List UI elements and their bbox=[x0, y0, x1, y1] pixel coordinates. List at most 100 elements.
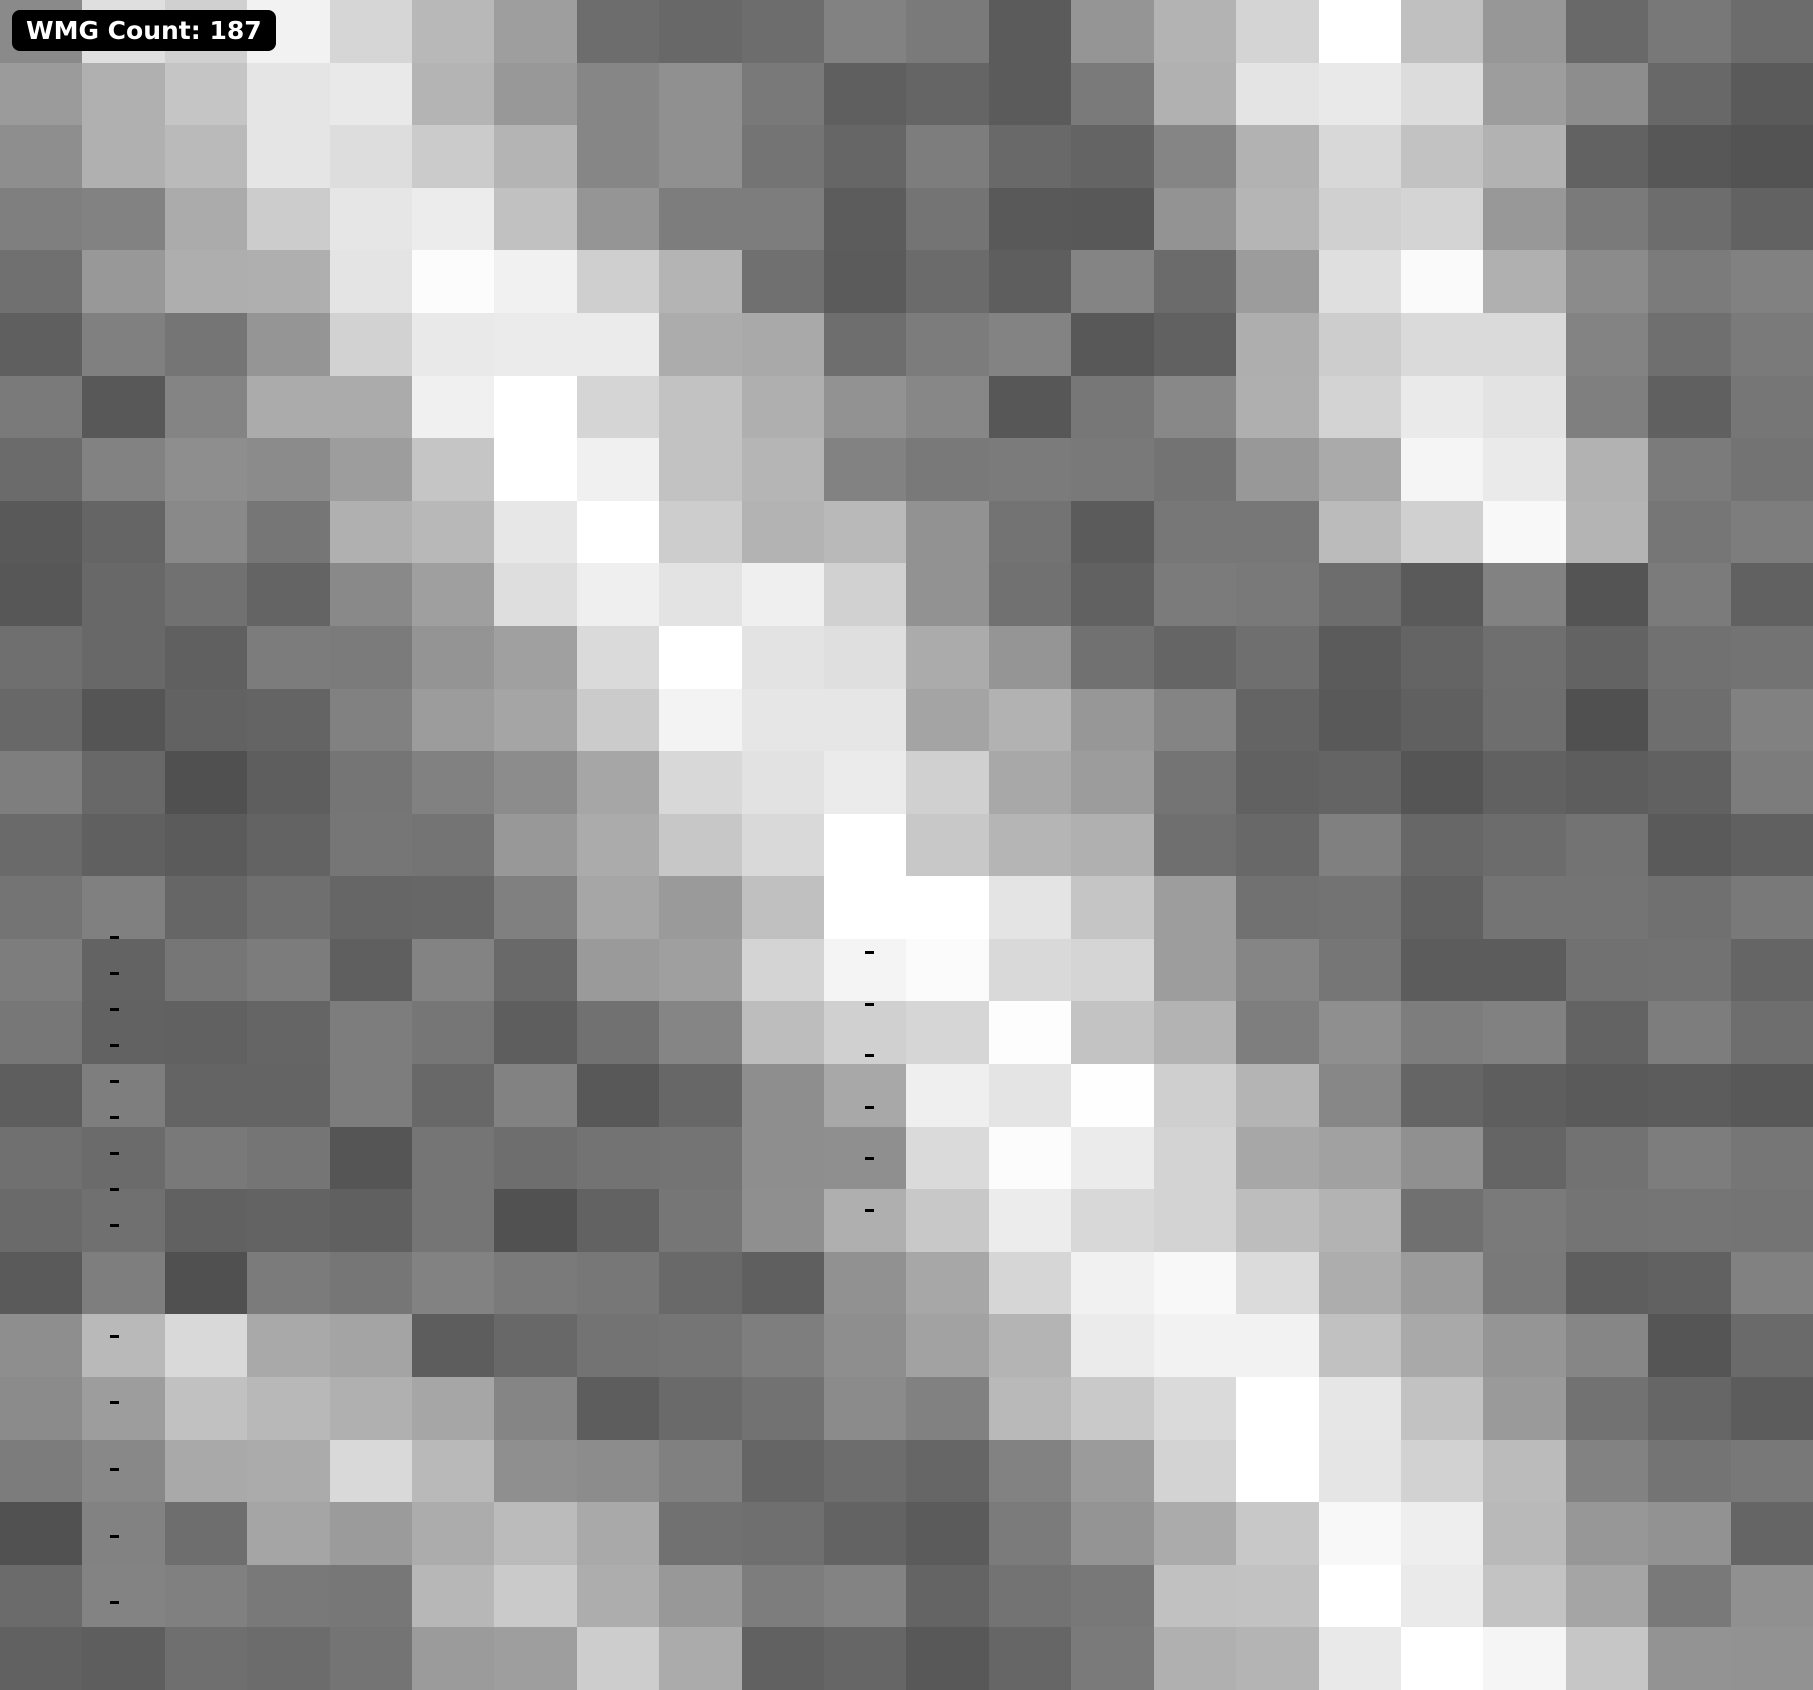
wmg-pixel bbox=[576, 187, 660, 251]
wmg-pixel bbox=[329, 62, 413, 126]
axis-tick bbox=[110, 1152, 119, 1155]
wmg-pixel bbox=[82, 187, 165, 251]
wmg-pixel bbox=[576, 751, 660, 814]
axis-tick bbox=[110, 1080, 119, 1083]
axis-tick bbox=[865, 1105, 874, 1109]
wmg-pixel bbox=[0, 62, 83, 126]
wmg-pixel bbox=[329, 375, 413, 439]
wmg-pixel bbox=[576, 62, 660, 126]
wmg-count-badge: WMG Count: 187 bbox=[12, 10, 276, 51]
wmg-pixel bbox=[82, 625, 165, 689]
wmg-pixel bbox=[412, 125, 495, 188]
wmg-pixel bbox=[164, 438, 248, 501]
wmg-pixel bbox=[164, 250, 248, 313]
wmg-pixel bbox=[329, 625, 413, 689]
wmg-pixel bbox=[0, 375, 83, 439]
wmg-pixel bbox=[494, 187, 577, 251]
wmg-pixel bbox=[82, 438, 165, 501]
wmg-pixel bbox=[0, 125, 83, 188]
wmg-pixel bbox=[494, 62, 577, 126]
wmg-pixel bbox=[164, 312, 248, 376]
wmg-pixel bbox=[576, 500, 660, 564]
wmg-pixel bbox=[494, 625, 577, 689]
axis-tick bbox=[110, 1116, 119, 1119]
wmg-pixel bbox=[82, 62, 165, 126]
axis-tick bbox=[110, 1334, 119, 1338]
wmg-pixel bbox=[329, 438, 413, 501]
wmg-pixel bbox=[412, 438, 495, 501]
wmg-pixel bbox=[412, 375, 495, 439]
wmg-pixel bbox=[164, 62, 248, 126]
wmg-pixel bbox=[82, 375, 165, 439]
wmg-pixel bbox=[412, 500, 495, 564]
axis-tick bbox=[110, 972, 119, 975]
wmg-pixel bbox=[494, 0, 577, 63]
wmg-pixel bbox=[329, 751, 413, 814]
wmg-pixel bbox=[412, 751, 495, 814]
wmg-pixel bbox=[247, 751, 330, 814]
wmg-pixel bbox=[412, 62, 495, 126]
axis-tick bbox=[110, 936, 119, 939]
axis-tick bbox=[865, 1208, 874, 1212]
wmg-pixel bbox=[576, 250, 660, 313]
wmg-pixel bbox=[412, 0, 495, 63]
wmg-pixel bbox=[247, 125, 330, 188]
wmg-pixel bbox=[164, 688, 248, 752]
wmg-pixel bbox=[0, 187, 83, 251]
wmg-pixel bbox=[412, 688, 495, 752]
wmg-pixel bbox=[494, 250, 577, 313]
wmg-pixel bbox=[82, 125, 165, 188]
wmg-pixel bbox=[164, 751, 248, 814]
wmg-pixel bbox=[164, 187, 248, 251]
wmg-pixel bbox=[247, 625, 330, 689]
wmg-pixel bbox=[494, 312, 577, 376]
wmg-pixel bbox=[164, 375, 248, 439]
wmg-pixel bbox=[329, 250, 413, 313]
wmg-pixel bbox=[576, 0, 660, 63]
wmg-pixel bbox=[329, 500, 413, 564]
wmg-pixel bbox=[247, 187, 330, 251]
axis-tick bbox=[110, 1008, 119, 1011]
wmg-pixel bbox=[82, 688, 165, 752]
wmg-pixel bbox=[329, 187, 413, 251]
wmg-pixel bbox=[329, 125, 413, 188]
wmg-pixel bbox=[247, 500, 330, 564]
wmg-pixel bbox=[412, 187, 495, 251]
wmg-pixel bbox=[494, 500, 577, 564]
wmg-pixel bbox=[576, 312, 660, 376]
wmg-pixel bbox=[82, 312, 165, 376]
wmg-pixel bbox=[329, 0, 413, 63]
axis-tick bbox=[865, 951, 874, 955]
wmg-pixel bbox=[412, 250, 495, 313]
wmg-pixel bbox=[494, 438, 577, 501]
wmg-pixel bbox=[0, 625, 83, 689]
wmg-pixel bbox=[576, 375, 660, 439]
wmg-pixel bbox=[247, 250, 330, 313]
wmg-pixel bbox=[82, 751, 165, 814]
wmg-pixel bbox=[247, 62, 330, 126]
wmg-pixel bbox=[247, 312, 330, 376]
wmg-pixel bbox=[164, 625, 248, 689]
wmg-pixel bbox=[494, 125, 577, 188]
axis-tick bbox=[865, 1002, 874, 1006]
wmg-pixel bbox=[0, 688, 83, 752]
wmg-pixel bbox=[576, 438, 660, 501]
wmg-pixel bbox=[0, 250, 83, 313]
wmg-pixel bbox=[82, 563, 165, 626]
wmg-pixel bbox=[164, 563, 248, 626]
axis-tick bbox=[865, 1054, 874, 1058]
wmg-pixel bbox=[247, 375, 330, 439]
wmg-pixel bbox=[329, 688, 413, 752]
wmg-pixel bbox=[164, 500, 248, 564]
wmg-pixel bbox=[412, 563, 495, 626]
wmg-pixel bbox=[329, 563, 413, 626]
wmg-pixel bbox=[412, 312, 495, 376]
wmg-pixel bbox=[494, 563, 577, 626]
wmg-pixel bbox=[164, 125, 248, 188]
wmg-pixel bbox=[576, 563, 660, 626]
axis-tick bbox=[110, 1044, 119, 1047]
wmg-pixel bbox=[576, 625, 660, 689]
wmg-pixel bbox=[82, 500, 165, 564]
